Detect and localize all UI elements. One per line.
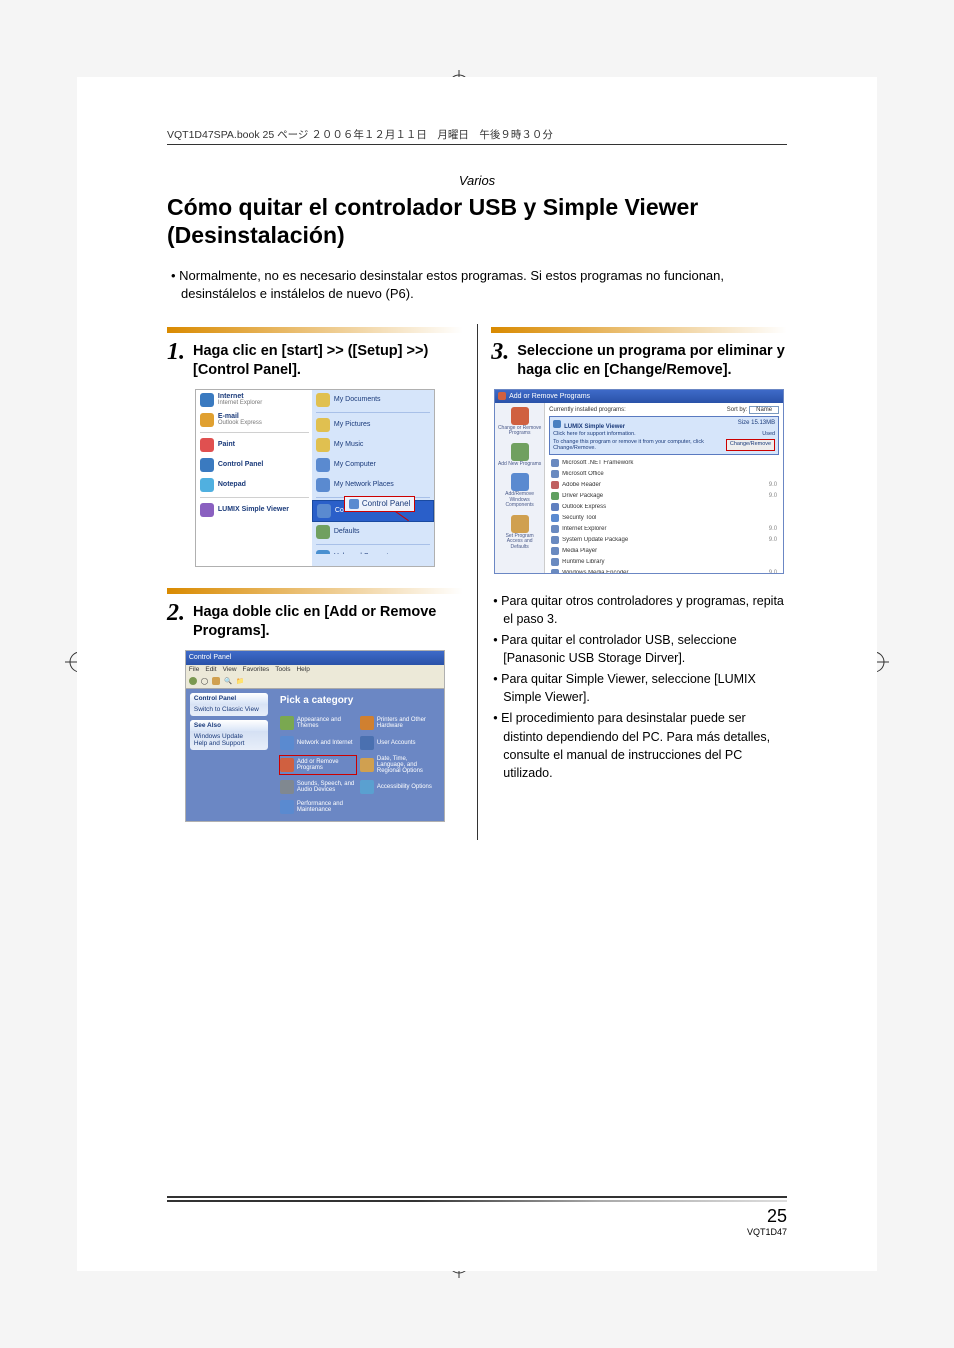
menu-item[interactable]: Favorites (243, 666, 270, 673)
program-row[interactable]: Microsoft Office (549, 469, 779, 480)
start-menu-item[interactable]: Notepad (196, 475, 313, 495)
program-row[interactable]: Outlook Express (549, 502, 779, 513)
program-row[interactable]: Adobe Reader9.0 (549, 480, 779, 491)
start-menu-item[interactable]: LUMIX Simple Viewer (196, 500, 313, 520)
content-columns: 1. Haga clic en [start] >> ([Setup] >>) … (167, 324, 787, 840)
program-row[interactable]: Driver Package9.0 (549, 491, 779, 502)
intro-text: • Normalmente, no es necesario desinstal… (167, 267, 787, 303)
side-tab[interactable]: Set Program Access and Defaults (497, 515, 542, 551)
toolbar: ◯ 🔍📁 (186, 675, 444, 689)
start-menu-item[interactable]: Paint (196, 435, 313, 455)
menu-bar: File Edit View Favorites Tools Help (186, 665, 444, 675)
window-title: Add or Remove Programs (509, 393, 590, 400)
menu-item[interactable]: Edit (205, 666, 216, 673)
side-tab[interactable]: Add/Remove Windows Components (497, 473, 542, 509)
side-panel: Control Panel Switch to Classic View (190, 693, 268, 716)
page-footer: 25 VQT1D47 (167, 1196, 787, 1237)
start-menu-item[interactable]: My Computer (312, 455, 434, 475)
start-menu-item[interactable]: My Network Places (312, 475, 434, 495)
page: VQT1D47SPA.book 25 ページ ２００６年１２月１１日 月曜日 午… (77, 77, 877, 1271)
category-item[interactable]: Date, Time, Language, and Regional Optio… (360, 756, 436, 774)
step-2: 2. Haga doble clic en [Add or Remove Pro… (167, 585, 463, 822)
column-divider (477, 324, 478, 840)
program-row[interactable]: System Update Package9.0 (549, 535, 779, 546)
category-item[interactable]: Performance and Maintenance (280, 800, 356, 814)
start-menu-item[interactable]: E-mailOutlook Express (196, 410, 313, 430)
main-title: Cómo quitar el controlador USB y Simple … (167, 194, 787, 249)
note-item: Para quitar Simple Viewer, seleccione [L… (491, 670, 787, 706)
menu-item[interactable]: Help (296, 666, 309, 673)
note-item: El procedimiento para desinstalar puede … (491, 709, 787, 782)
page-header: VQT1D47SPA.book 25 ページ ２００６年１２月１１日 月曜日 午… (167, 127, 787, 145)
program-row[interactable]: Windows Media Encoder9.0 (549, 568, 779, 573)
category-item[interactable]: Appearance and Themes (280, 716, 356, 730)
step-title: Haga doble clic en [Add or Remove Progra… (193, 603, 463, 642)
category-item[interactable]: Printers and Other Hardware (360, 716, 436, 730)
menu-item[interactable]: File (189, 666, 199, 673)
program-row[interactable]: Security Tool (549, 513, 779, 524)
menu-item[interactable]: Tools (275, 666, 290, 673)
step-number: 1. (167, 340, 185, 364)
category-item[interactable]: Network and Internet (280, 736, 356, 750)
document-code: VQT1D47 (167, 1227, 787, 1237)
start-menu-item[interactable]: My Music (312, 435, 434, 455)
change-remove-button[interactable]: Change/Remove (726, 439, 775, 451)
selected-program[interactable]: LUMIX Simple Viewer Size 15.13MB Click h… (549, 416, 779, 455)
start-menu-item[interactable]: Defaults (312, 522, 434, 542)
step-title: Seleccione un programa por eliminar y ha… (517, 342, 787, 381)
category-item[interactable]: Sounds, Speech, and Audio Devices (280, 780, 356, 794)
side-tab[interactable]: Add New Programs (497, 443, 542, 468)
step-accent-icon (491, 327, 787, 333)
page-number: 25 (167, 1206, 787, 1227)
sort-dropdown[interactable]: Name (749, 406, 779, 414)
right-column: 3. Seleccione un programa por eliminar y… (491, 324, 787, 840)
category-item[interactable]: User Accounts (360, 736, 436, 750)
screenshot-start-menu: InternetInternet ExplorerE-mailOutlook E… (195, 389, 435, 567)
notes-list: Para quitar otros controladores y progra… (491, 592, 787, 782)
program-row[interactable]: Runtime Library (549, 557, 779, 568)
start-menu-item[interactable]: My Pictures (312, 415, 434, 435)
step-3: 3. Seleccione un programa por eliminar y… (491, 324, 787, 574)
callout-control-panel: Control Panel (344, 496, 415, 512)
section-label: Varios (167, 173, 787, 188)
step-accent-icon (167, 327, 463, 333)
step-title: Haga clic en [start] >> ([Setup] >>) [Co… (193, 342, 463, 381)
start-menu-item[interactable]: InternetInternet Explorer (196, 390, 313, 410)
screenshot-add-remove: Add or Remove Programs Change or Remove … (494, 389, 784, 574)
program-row[interactable]: Internet Explorer9.0 (549, 524, 779, 535)
menu-item[interactable]: View (223, 666, 237, 673)
step-accent-icon (167, 588, 463, 594)
side-panel: See Also Windows Update Help and Support (190, 720, 268, 750)
note-item: Para quitar otros controladores y progra… (491, 592, 787, 628)
screenshot-control-panel: Control Panel File Edit View Favorites Tools… (185, 650, 445, 822)
side-tab[interactable]: Change or Remove Programs (497, 407, 542, 437)
window-title: Control Panel (189, 654, 231, 661)
program-row[interactable]: Media Player (549, 546, 779, 557)
step-1: 1. Haga clic en [start] >> ([Setup] >>) … (167, 324, 463, 567)
program-row[interactable]: Microsoft .NET Framework (549, 458, 779, 469)
pick-category-label: Pick a category (280, 695, 436, 706)
currently-installed-label: Currently installed programs: (549, 407, 626, 413)
start-menu-item[interactable]: My Documents (312, 390, 434, 410)
step-number: 2. (167, 601, 185, 625)
category-item[interactable]: Add or Remove Programs (280, 756, 356, 774)
step-number: 3. (491, 340, 509, 364)
left-column: 1. Haga clic en [start] >> ([Setup] >>) … (167, 324, 463, 840)
note-item: Para quitar el controlador USB, seleccio… (491, 631, 787, 667)
category-item[interactable]: Accessibility Options (360, 780, 436, 794)
start-menu-item[interactable]: Control Panel (196, 455, 313, 475)
